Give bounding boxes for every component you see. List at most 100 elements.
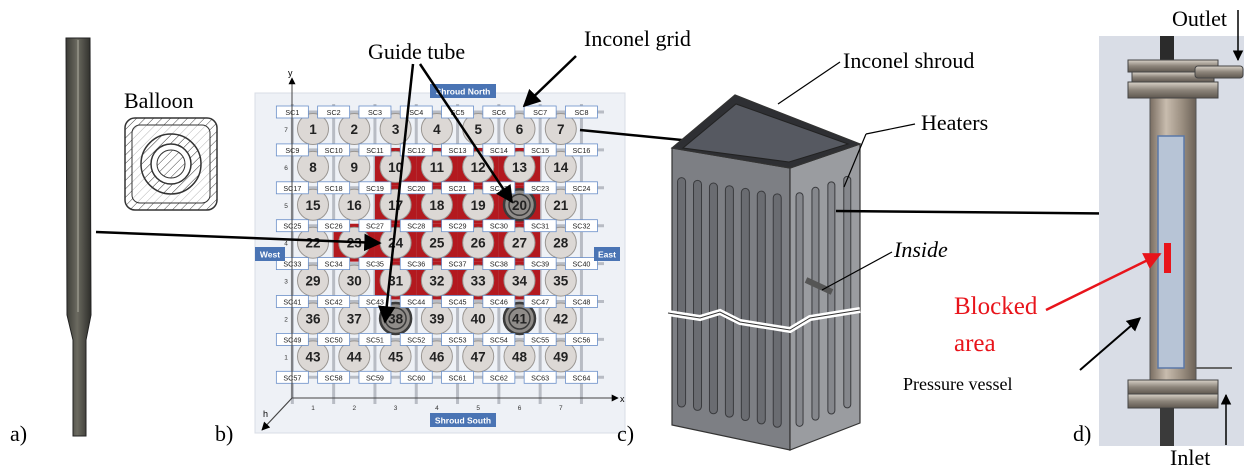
- subchannel-label: SC5: [451, 108, 465, 117]
- subchannel-box: [523, 143, 557, 157]
- west-label: West: [260, 250, 280, 260]
- subchannel-label: SC54: [490, 335, 508, 344]
- bottom-flange-2: [1127, 393, 1219, 409]
- rod-number: 12: [471, 160, 486, 175]
- top-flange-3: [1127, 81, 1219, 99]
- heater-grooves: [677, 175, 852, 428]
- rod-number: 41: [512, 312, 528, 327]
- subchannel-box: [565, 295, 598, 308]
- axis-x-label: x: [620, 394, 625, 404]
- fuel-rod: [420, 226, 453, 259]
- subchannel-label: SC31: [531, 222, 549, 231]
- subchannel-label: SC50: [325, 335, 343, 344]
- rod-number: 19: [471, 198, 486, 213]
- subchannel-box: [399, 332, 433, 346]
- subchannel-box: [399, 219, 433, 233]
- rod-number: 44: [347, 349, 363, 364]
- shroud-north-label: Shroud North: [436, 87, 491, 97]
- row-number: 7: [284, 127, 288, 134]
- east-label: East: [598, 250, 616, 260]
- heater-groove: [693, 179, 703, 411]
- subchannel-label: SC23: [531, 184, 549, 193]
- rod-number: 38: [388, 312, 404, 327]
- rod-number: 37: [347, 312, 362, 327]
- subchannel-box: [565, 370, 598, 384]
- inside-leader: [821, 251, 893, 291]
- subchannel-label: SC47: [531, 298, 549, 307]
- pressure-vessel-arrow: [1079, 317, 1142, 371]
- subchannel-label: SC11: [366, 146, 383, 155]
- heater-groove: [724, 185, 734, 418]
- fuel-rod: [297, 150, 329, 183]
- rod-number: 46: [429, 349, 445, 364]
- shroud-inner-wall: [681, 103, 850, 163]
- subchannel-label: SC58: [325, 373, 343, 382]
- fuel-rod: [503, 150, 536, 183]
- fuel-rod: [544, 340, 577, 373]
- rod-number: 1: [309, 122, 317, 137]
- inside-label: Inside: [893, 237, 948, 262]
- subchannel-label: SC48: [572, 298, 590, 307]
- fuel-rod: [379, 340, 412, 373]
- rod-number: 21: [553, 198, 569, 213]
- inconel-grid-label: Inconel grid: [584, 26, 691, 51]
- fuel-rod: [338, 150, 371, 183]
- guide-tube-inner: [508, 307, 531, 330]
- column-number: 6: [518, 405, 522, 412]
- fuel-rod: [297, 264, 329, 297]
- subchannel-label: SC46: [490, 298, 508, 307]
- row-number: 6: [284, 165, 288, 172]
- rod-number: 9: [351, 160, 359, 175]
- rod-number: 3: [392, 122, 400, 137]
- rod-number: 27: [512, 236, 527, 251]
- outlet-label: Outlet: [1172, 6, 1227, 31]
- subchannel-box: [441, 181, 474, 195]
- subchannel-box: [482, 143, 516, 157]
- rod-number: 35: [553, 274, 569, 289]
- subchannel-label: SC51: [366, 335, 384, 344]
- row-number: 1: [284, 354, 288, 361]
- subchannel-box: [482, 219, 516, 233]
- fuel-rod: [420, 150, 453, 183]
- subchannel-label: SC60: [407, 373, 425, 382]
- subchannel-box: [523, 257, 557, 271]
- fuel-rod: [297, 226, 329, 259]
- subchannel-label: SC34: [325, 260, 343, 269]
- fuel-rod: [462, 302, 495, 335]
- subchannel-box: [441, 143, 474, 157]
- subchannel-box: [523, 370, 557, 384]
- panel-letter-a: a): [10, 421, 27, 446]
- fuel-rod: [544, 264, 577, 297]
- row-number: 3: [284, 279, 288, 286]
- fuel-rod: [544, 150, 577, 183]
- fuel-rod: [544, 302, 577, 335]
- rod-number: 31: [388, 274, 404, 289]
- subchannel-label: SC53: [449, 335, 467, 344]
- fuel-rod: [462, 264, 495, 297]
- rod-number: 40: [471, 312, 486, 327]
- subchannel-box: [358, 143, 392, 157]
- heater-groove: [677, 177, 687, 408]
- column-number: 7: [559, 405, 563, 412]
- subchannel-label: SC27: [366, 222, 384, 231]
- subchannel-box: [441, 257, 474, 271]
- rod-number: 28: [553, 236, 569, 251]
- subchannel-box: [358, 105, 392, 119]
- heaters-leader-2: [843, 133, 867, 188]
- fuel-rod: [503, 264, 536, 297]
- subchannel-box: [482, 257, 516, 271]
- subchannel-box: [565, 105, 598, 119]
- subchannel-label: SC13: [449, 146, 467, 155]
- west-box: [255, 247, 285, 261]
- row-number: 5: [284, 203, 288, 210]
- heater-groove: [795, 192, 804, 427]
- fuel-rod: [379, 113, 412, 145]
- subchannel-label: SC21: [449, 184, 467, 193]
- panel-a: a) Balloon: [10, 34, 218, 446]
- rod-grid: 1234567891011121314151617181920212223242…: [275, 104, 604, 412]
- subchannel-box: [441, 219, 474, 233]
- subchannel-box: [317, 370, 351, 384]
- subchannel-box: [399, 257, 433, 271]
- fuel-rod: [420, 113, 453, 145]
- subchannel-label: SC8: [574, 108, 588, 117]
